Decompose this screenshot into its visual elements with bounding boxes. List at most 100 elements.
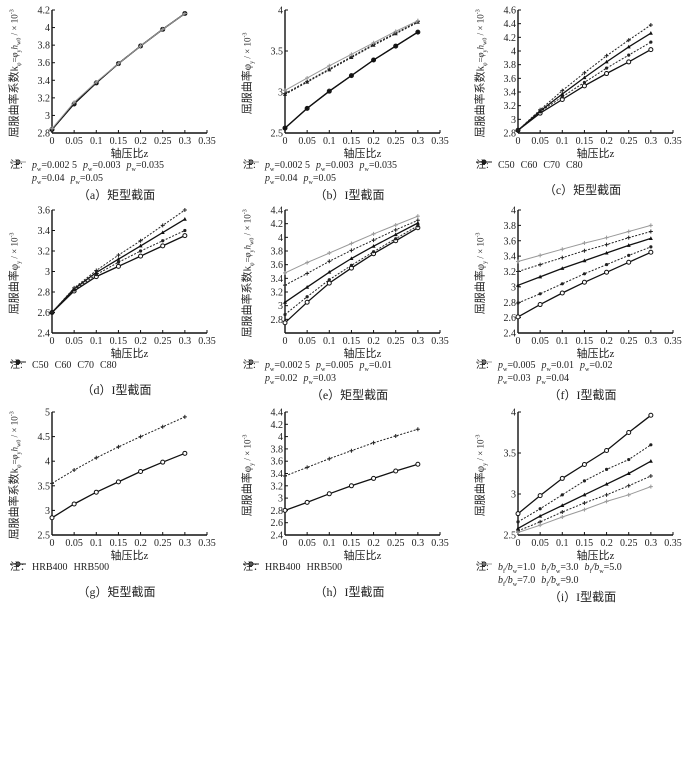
x-tick-label: 0 — [283, 336, 288, 347]
x-axis-label: 轴压比z — [576, 348, 615, 360]
y-tick-label: 3.6 — [504, 236, 517, 247]
x-tick-label: 0 — [50, 336, 55, 347]
data-point — [626, 44, 631, 49]
y-tick-label: 2.8 — [38, 288, 51, 299]
legend-note: 注: — [10, 160, 23, 171]
x-tick-label: 0.15 — [110, 336, 128, 347]
x-tick-label: 0 — [516, 136, 521, 147]
legend-row: 注: C50 C60 C70 C80 — [476, 159, 589, 172]
legend-label: C60 — [521, 160, 538, 171]
legend-label-main: b — [584, 562, 590, 573]
data-point — [582, 258, 587, 263]
data-point — [582, 75, 587, 80]
y-tick-label: 4.6 — [504, 6, 517, 17]
legend-label-sub: w — [556, 582, 561, 588]
series-3 — [283, 218, 420, 288]
y-axis-label: 屈服曲率φy / × 10-3 — [472, 410, 489, 540]
y-tick-label: 2.4 — [504, 329, 517, 340]
y-tick-label: 3 — [511, 115, 516, 126]
legend-label: pw=0.002 5 — [265, 160, 310, 173]
data-point — [604, 53, 609, 58]
x-tick-label: 0.15 — [576, 538, 594, 549]
data-point — [516, 301, 520, 305]
legend-row: pw=0.04 pw=0.05 — [243, 160, 403, 186]
data-point — [560, 266, 565, 270]
x-tick-label: 0.35 — [664, 136, 682, 147]
data-point — [648, 484, 653, 489]
chart-caption: （a）矩型截面 — [77, 188, 156, 202]
legend-note: 注: — [243, 360, 256, 371]
y-tick-label: 4 — [278, 432, 283, 443]
legend-row: 注： HRB400 HRB500 — [243, 561, 348, 574]
y-tick-label: 4 — [45, 23, 50, 34]
legend-note: 注: — [476, 562, 489, 573]
x-tick-label: 0.25 — [387, 538, 405, 549]
legend-row: 注： HRB400 HRB500 — [10, 561, 115, 574]
legend-label-sub: w — [599, 569, 604, 575]
x-tick-label: 0.3 — [645, 136, 658, 147]
legend-item: C80 — [10, 359, 117, 372]
data-point — [138, 44, 143, 49]
data-point — [349, 248, 354, 253]
y-tick-label: 2.4 — [38, 329, 51, 340]
legend-label: C70 — [543, 160, 560, 171]
data-point — [305, 295, 309, 299]
legend-label: C50 — [498, 160, 515, 171]
series-3 — [516, 23, 653, 133]
legend-label-value: =0.04 — [545, 373, 569, 384]
data-point — [560, 247, 565, 252]
x-tick-label: 0.35 — [664, 336, 682, 347]
data-point — [559, 290, 565, 296]
y-tick-label: 3 — [45, 506, 50, 517]
legend-label-sub: f — [503, 569, 505, 575]
data-point — [538, 523, 543, 528]
y-axis-label: 屈服曲率系数kφ=φyhw0 / × 10-3 — [6, 410, 23, 540]
legend-row: pw=0.04 pw=0.05 — [10, 160, 170, 186]
y-axis-label: 屈服曲率φy / × 10-3 — [472, 208, 489, 338]
y-tick-label: 3.6 — [504, 74, 517, 85]
legend-swatch — [10, 160, 26, 164]
legend-label: C80 — [100, 360, 117, 371]
series-3 — [516, 473, 653, 533]
legend-label-main: HRB400 — [32, 562, 68, 573]
legend-label-value: /b — [591, 562, 600, 573]
data-point — [604, 59, 609, 64]
data-point — [604, 481, 609, 486]
y-tick-label: 3.5 — [504, 449, 517, 460]
data-point — [160, 223, 165, 228]
x-tick-label: 0.05 — [65, 336, 83, 347]
data-point — [305, 285, 310, 289]
data-point — [560, 493, 564, 497]
legend-swatch — [476, 360, 492, 364]
data-point — [560, 88, 565, 93]
data-point — [538, 262, 543, 267]
legend-marker — [482, 360, 486, 364]
legend-label: C60 — [55, 360, 72, 371]
data-point — [94, 268, 99, 273]
legend-item: pw=0.05 — [243, 160, 336, 190]
data-point — [371, 231, 376, 236]
chart-caption: （c）矩型截面 — [543, 183, 622, 197]
data-point — [349, 256, 354, 261]
y-tick-label: 3.8 — [271, 247, 284, 258]
legend-label: pw=0.035 — [359, 160, 397, 173]
legend-label: pw=0.02 — [265, 373, 297, 386]
legend-label-main: p — [359, 160, 365, 171]
legend-label: pw=0.005 — [316, 360, 353, 373]
y-tick-label: 3.4 — [38, 226, 51, 237]
series-1 — [50, 228, 187, 315]
data-point — [182, 414, 187, 419]
legend-label-sub: w — [270, 380, 275, 386]
legend-item: HRB500 — [10, 561, 109, 574]
series-line — [51, 235, 186, 313]
data-point — [516, 259, 520, 264]
y-tick-label: 4 — [45, 457, 50, 468]
legend-label-value: =0.035 — [368, 160, 397, 171]
legend-label-main: p — [315, 160, 321, 171]
legend-label: bf/bw=9.0 — [541, 575, 578, 588]
data-point — [560, 95, 564, 99]
y-tick-label: 2.4 — [271, 531, 284, 542]
legend-label: bf/bw=1.0 — [498, 562, 535, 575]
y-axis-label-formula: φ=φyhw0 / × 10-3 — [475, 8, 489, 66]
legend-label-value: /b — [548, 575, 557, 586]
